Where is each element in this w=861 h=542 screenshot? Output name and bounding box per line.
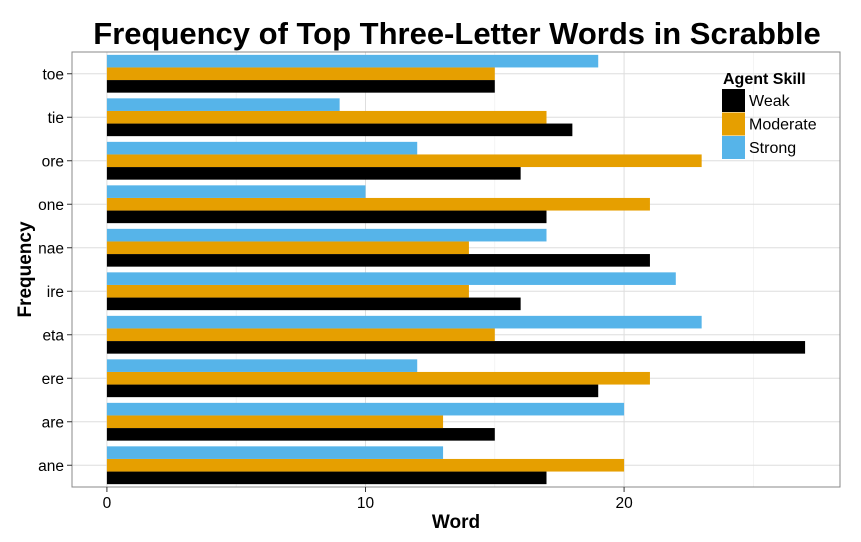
y-tick-label: ire [47, 284, 64, 301]
legend-label-strong: Strong [749, 140, 796, 157]
bar-weak-nae [106, 254, 650, 267]
bar-weak-one [106, 210, 547, 224]
y-tick-label: nae [38, 240, 64, 257]
y-tick-label: are [42, 414, 64, 431]
bar-strong-ere [106, 359, 418, 372]
bar-strong-eta [106, 315, 702, 329]
y-tick-label: one [38, 197, 64, 214]
legend-swatch-moderate [722, 112, 745, 136]
bar-moderate-eta [106, 328, 495, 342]
y-axis-label: Frequency [15, 221, 36, 318]
legend-title: Agent Skill [723, 71, 806, 88]
bar-weak-ire [106, 297, 521, 311]
bar-strong-tie [106, 98, 340, 111]
y-tick-label: ere [42, 371, 64, 388]
bar-moderate-tie [106, 110, 547, 124]
bar-moderate-ire [106, 284, 469, 298]
y-axis: ane are ere eta ire nae one ore tie toe [38, 66, 72, 475]
bar-moderate-one [106, 197, 650, 211]
bar-moderate-ere [106, 371, 650, 385]
bar-moderate-toe [106, 67, 495, 81]
bar-weak-eta [106, 341, 806, 354]
y-tick-label: tie [48, 110, 64, 127]
bars [106, 54, 806, 485]
bar-moderate-ane [106, 458, 625, 472]
bar-strong-are [106, 402, 625, 416]
y-tick-label: ore [42, 153, 64, 170]
bar-strong-ire [106, 272, 676, 285]
bar-moderate-nae [106, 241, 469, 255]
legend: Agent Skill Weak Moderate Strong [722, 71, 817, 159]
x-axis: 0 10 20 [103, 487, 633, 512]
y-tick-label: ane [38, 458, 64, 475]
bar-weak-ane [106, 471, 547, 485]
legend-label-weak: Weak [749, 93, 791, 110]
bar-weak-ere [106, 384, 599, 398]
bar-weak-toe [106, 80, 495, 93]
bar-moderate-ore [106, 154, 702, 168]
bar-weak-ore [106, 167, 521, 180]
y-tick-label: eta [42, 327, 64, 344]
bar-strong-ane [106, 446, 444, 459]
bar-weak-tie [106, 123, 573, 137]
bar-strong-nae [106, 228, 547, 242]
chart-title: Frequency of Top Three-Letter Words in S… [93, 16, 820, 51]
bar-strong-ore [106, 141, 418, 155]
plot-border [71, 51, 841, 488]
bar-strong-toe [106, 54, 599, 68]
x-tick-label: 10 [357, 495, 375, 512]
x-axis-label: Word [432, 512, 480, 533]
bar-strong-one [106, 185, 366, 198]
legend-label-moderate: Moderate [749, 117, 817, 134]
bar-moderate-are [106, 415, 444, 429]
legend-swatch-weak [722, 89, 745, 112]
legend-swatch-strong [722, 136, 745, 159]
bar-weak-are [106, 428, 495, 441]
x-tick-label: 20 [615, 495, 633, 512]
y-tick-label: toe [42, 66, 64, 83]
x-tick-label: 0 [103, 495, 112, 512]
